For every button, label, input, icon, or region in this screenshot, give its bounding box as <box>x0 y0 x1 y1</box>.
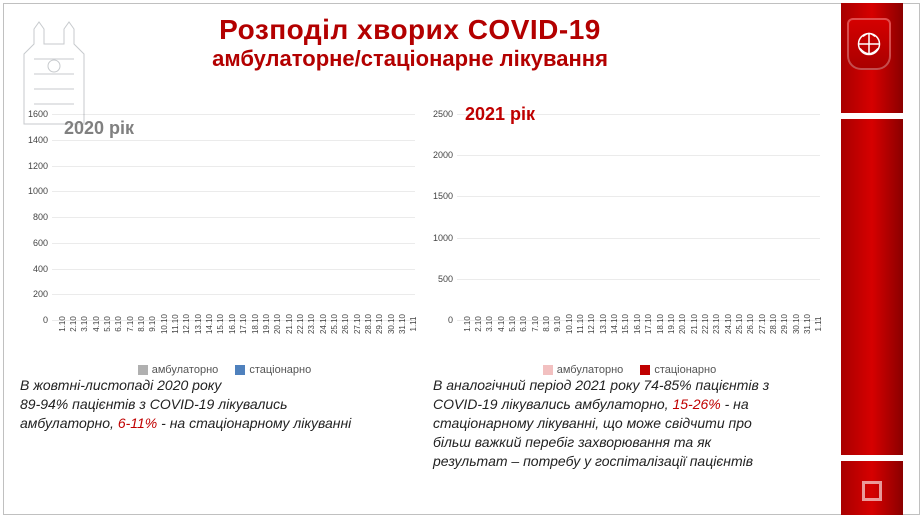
xaxis-2021: 1.102.103.104.105.106.107.108.109.1010.1… <box>457 322 820 358</box>
ytick-label: 2000 <box>433 150 453 160</box>
subtitle: амбулаторне/стаціонарне лікування <box>0 46 820 72</box>
text: більш важкий перебіг захворювання та як <box>433 434 711 450</box>
legend-label: амбулаторно <box>152 364 219 376</box>
ytick-label: 1000 <box>433 233 453 243</box>
ytick-label: 0 <box>448 315 453 325</box>
ytick-label: 400 <box>33 264 48 274</box>
legend-label: стаціонарно <box>249 364 311 376</box>
ytick-label: 600 <box>33 238 48 248</box>
text: В аналогічний період 2021 року 74-85% па… <box>433 377 769 393</box>
plot-2021 <box>457 114 820 320</box>
legend-label: стаціонарно <box>654 364 716 376</box>
ytick-label: 500 <box>438 274 453 284</box>
ytick-label: 1000 <box>28 186 48 196</box>
text: результат – потребу у госпіталізації пац… <box>433 453 753 469</box>
ytick-label: 800 <box>33 212 48 222</box>
footnotes-row: В жовтні-листопаді 2020 року 89-94% паці… <box>20 376 830 470</box>
plot-2020 <box>52 114 415 320</box>
highlight-text: 15-26% <box>672 396 720 412</box>
right-red-bar <box>841 3 903 515</box>
ytick-label: 1200 <box>28 161 48 171</box>
footnote-2021: В аналогічний період 2021 року 74-85% па… <box>433 376 830 470</box>
text: COVID-19 лікувались амбулаторно, <box>433 396 672 412</box>
yaxis-2020: 02004006008001000120014001600 <box>20 114 50 320</box>
xtick-label: 1.11 <box>814 317 848 332</box>
ytick-label: 2500 <box>433 109 453 119</box>
ytick-label: 1600 <box>28 109 48 119</box>
footnote-2020: В жовтні-листопаді 2020 року 89-94% паці… <box>20 376 417 470</box>
legend-label: амбулаторно <box>557 364 624 376</box>
xaxis-2020: 1.102.103.104.105.106.107.108.109.1010.1… <box>52 322 415 358</box>
title-block: Розподіл хворих COVID-19 амбулаторне/ста… <box>0 14 820 72</box>
ytick-label: 200 <box>33 289 48 299</box>
crest-badge <box>847 18 891 70</box>
text: стаціонарному лікуванні, що може свідчит… <box>433 415 752 431</box>
legend-2021: амбулаторно стаціонарно <box>425 364 820 376</box>
text: - на <box>721 396 749 412</box>
legend-2020: амбулаторно стаціонарно <box>20 364 415 376</box>
square-icon <box>862 481 882 501</box>
text: В жовтні-листопаді 2020 року <box>20 377 221 393</box>
text: - на стаціонарному лікуванні <box>157 415 351 431</box>
ytick-label: 1500 <box>433 191 453 201</box>
chart-2021: 2021 рік 05001000150020002500 1.102.103.… <box>425 108 820 358</box>
chart-2020: 2020 рік 02004006008001000120014001600 1… <box>20 108 415 358</box>
yaxis-2021: 05001000150020002500 <box>425 114 455 320</box>
text: амбулаторно, <box>20 415 118 431</box>
charts-row: 2020 рік 02004006008001000120014001600 1… <box>20 108 820 358</box>
ytick-label: 0 <box>43 315 48 325</box>
highlight-text: 6-11% <box>118 415 157 431</box>
ytick-label: 1400 <box>28 135 48 145</box>
slide-root: Розподіл хворих COVID-19 амбулаторне/ста… <box>0 0 923 518</box>
main-title: Розподіл хворих COVID-19 <box>0 14 820 46</box>
text: 89-94% пацієнтів з COVID-19 лікувались <box>20 396 288 412</box>
